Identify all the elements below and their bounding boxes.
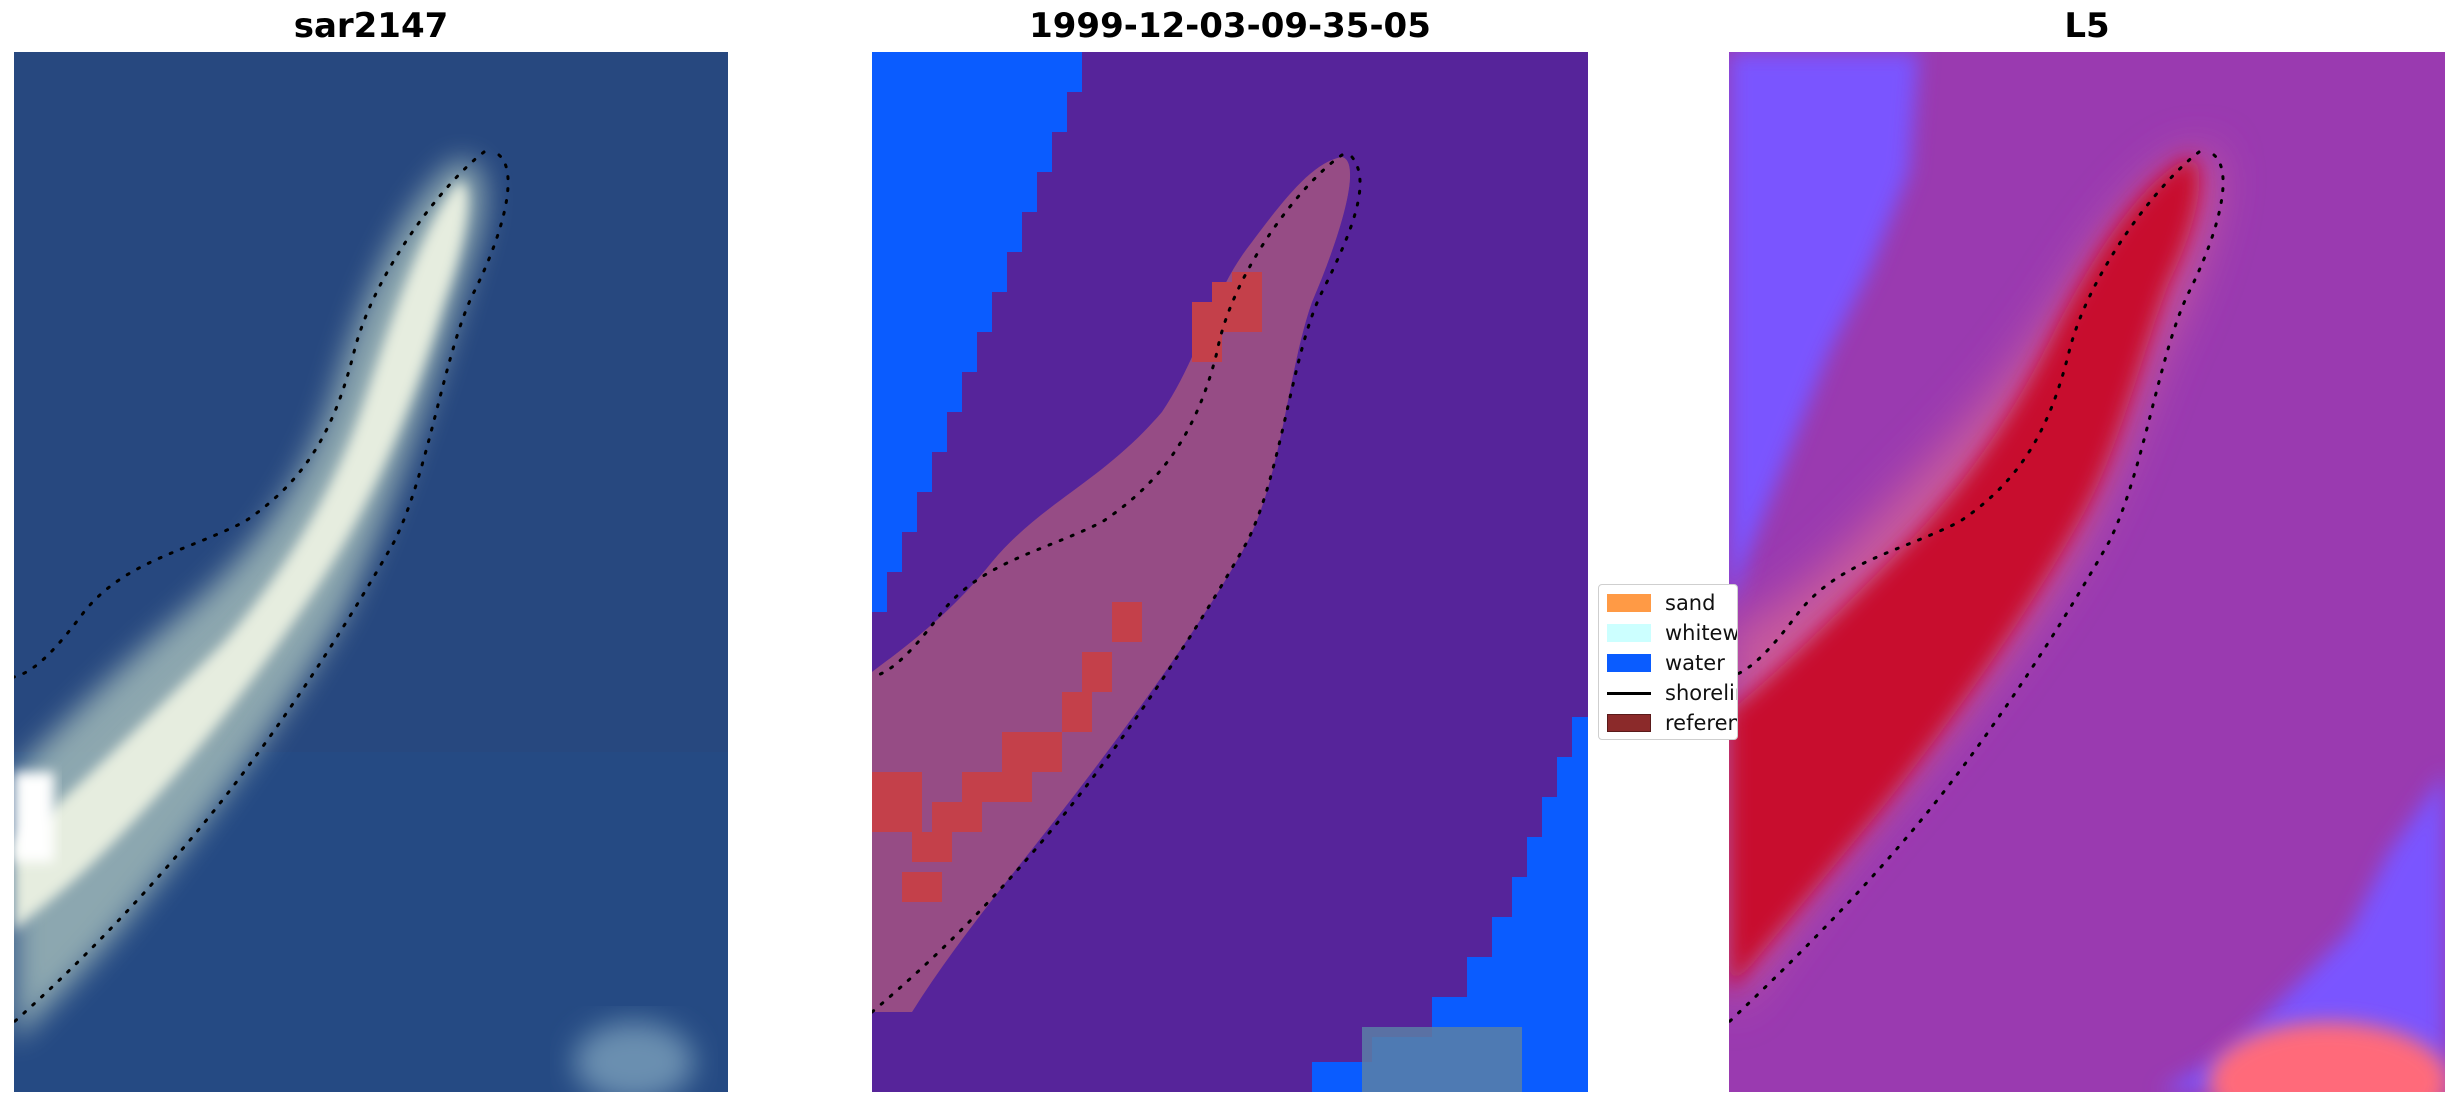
legend-label-water: water bbox=[1665, 651, 1725, 675]
legend-label-whitewater: whitewater bbox=[1665, 621, 1738, 645]
legend-item-reference: reference bbox=[1607, 711, 1737, 735]
index-image bbox=[1729, 52, 2445, 1092]
rgb-image-panel bbox=[14, 52, 728, 1092]
legend-swatch-whitewater bbox=[1607, 624, 1651, 642]
legend-item-water: water bbox=[1607, 651, 1725, 675]
rgb-image bbox=[14, 52, 728, 1092]
legend-item-shoreline: shoreline bbox=[1607, 681, 1737, 705]
legend-swatch-reference bbox=[1607, 714, 1651, 732]
legend-label-shoreline: shoreline bbox=[1665, 681, 1737, 705]
legend-item-sand: sand bbox=[1607, 591, 1715, 615]
legend-swatch-sand bbox=[1607, 594, 1651, 612]
panel-title-index: L5 bbox=[2064, 6, 2110, 46]
legend-item-whitewater: whitewater bbox=[1607, 621, 1738, 645]
legend-swatch-water bbox=[1607, 654, 1651, 672]
legend-label-reference: reference bbox=[1665, 711, 1737, 735]
panel-title-rgb: sar2147 bbox=[293, 6, 449, 46]
legend-label-sand: sand bbox=[1665, 591, 1716, 615]
legend: sand whitewater water shoreline referenc… bbox=[1598, 584, 1738, 740]
classified-image-panel bbox=[872, 52, 1588, 1092]
classified-image bbox=[872, 52, 1588, 1092]
legend-line-shoreline bbox=[1607, 691, 1651, 695]
panel-title-classified: 1999-12-03-09-35-05 bbox=[1029, 6, 1431, 46]
index-image-panel bbox=[1729, 52, 2445, 1092]
